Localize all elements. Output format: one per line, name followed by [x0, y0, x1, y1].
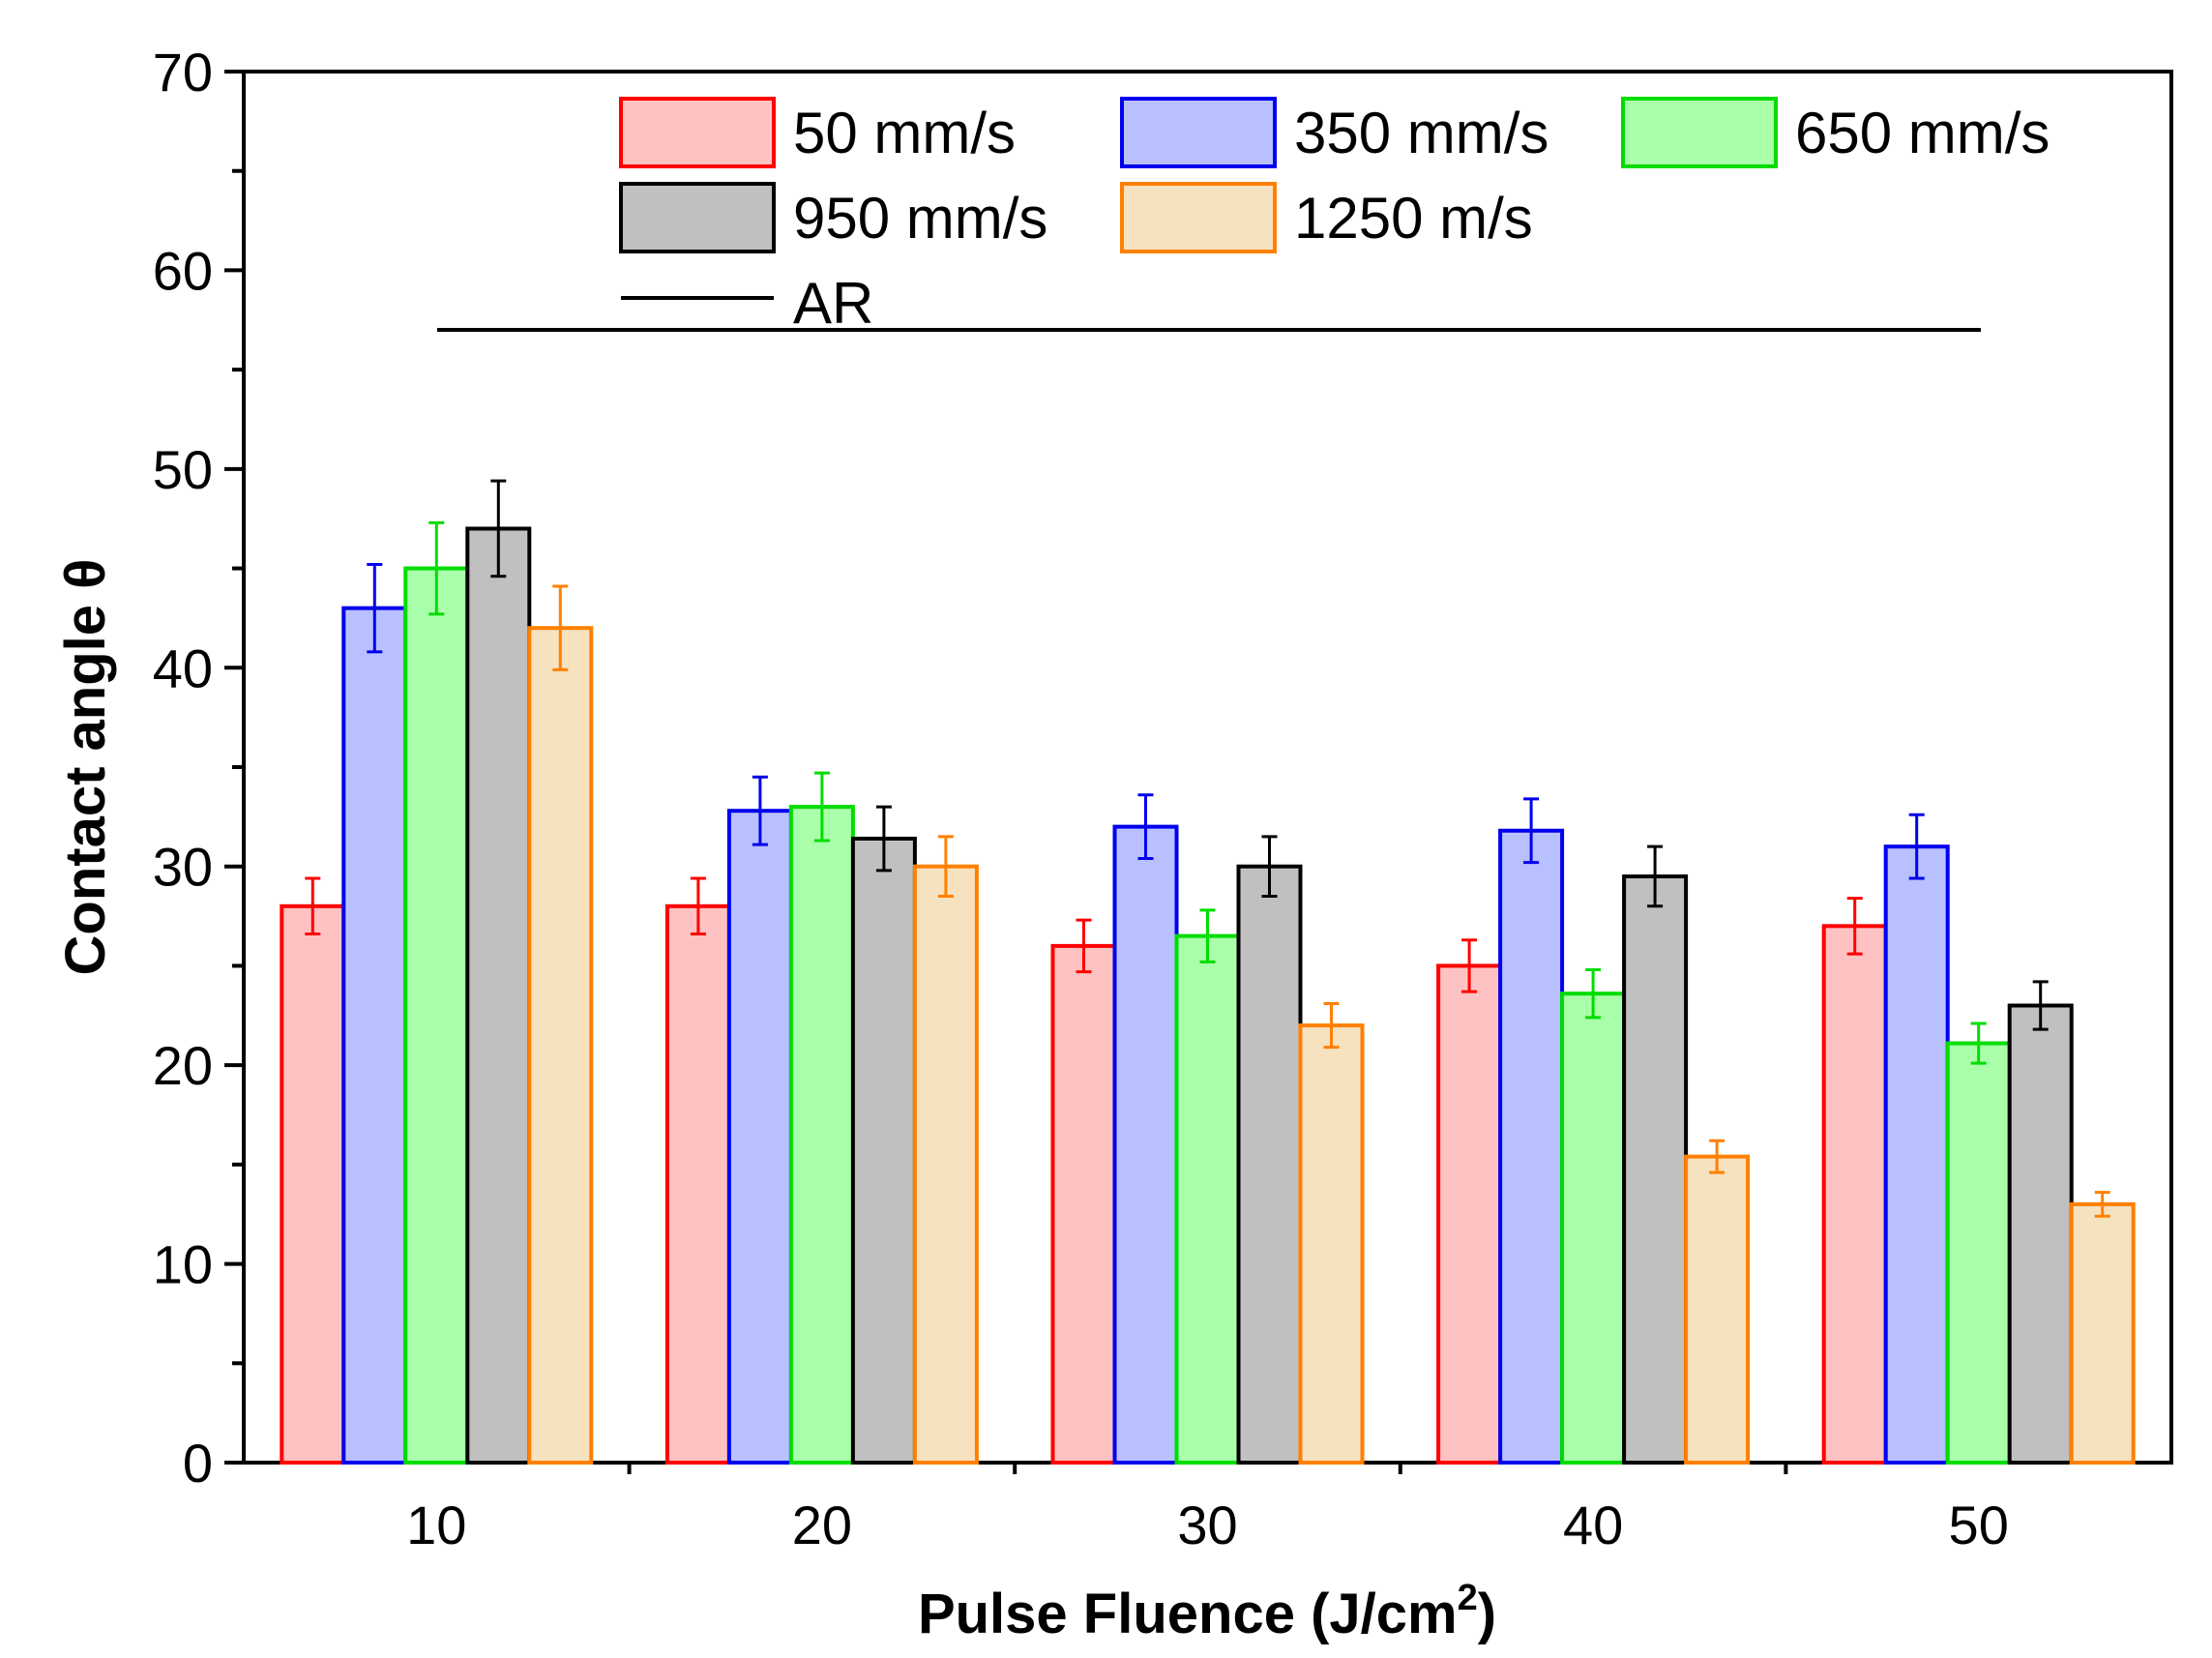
bar-2-50 [1883, 844, 1950, 1465]
error-bar-2-50 [1908, 813, 1925, 880]
x-tick-label: 20 [792, 1495, 852, 1555]
bar-1-20 [664, 903, 731, 1465]
legend-swatch-3 [1621, 97, 1778, 168]
y-tick-label: 10 [153, 1234, 213, 1295]
x-axis-title: Pulse Fluence (J/cm2) [918, 1578, 1496, 1645]
y-tick-label: 30 [153, 837, 213, 898]
legend-swatch-1 [619, 97, 776, 168]
y-tick-label: 0 [183, 1433, 213, 1494]
error-bar-4-20 [875, 805, 892, 873]
y-tick-label: 60 [153, 240, 213, 301]
x-tick-label: 10 [406, 1495, 466, 1555]
y-axis-title: Contact angle θ [54, 559, 117, 976]
error-bar-1-30 [1076, 918, 1092, 974]
legend-label-3: 650 mm/s [1795, 101, 2050, 165]
bar-2-20 [726, 809, 793, 1465]
x-tick-label: 40 [1563, 1495, 1623, 1555]
error-bar-5-20 [937, 835, 954, 899]
error-bar-5-10 [552, 584, 569, 671]
legend-swatch-4 [619, 182, 776, 253]
error-bar-4-40 [1647, 844, 1664, 908]
bar-5-10 [527, 626, 594, 1465]
bar-2-10 [341, 606, 408, 1465]
bar-1-50 [1821, 924, 1888, 1465]
bar-2-40 [1498, 828, 1565, 1465]
x-tick-label: 30 [1177, 1495, 1237, 1555]
x-axis-title-close: ) [1478, 1583, 1496, 1645]
legend-label-1: 50 mm/s [793, 101, 1016, 165]
error-bar-3-30 [1199, 908, 1216, 963]
error-bar-1-20 [690, 876, 706, 936]
x-tick-label: 50 [1949, 1495, 2009, 1555]
y-tick-label: 40 [153, 637, 213, 698]
error-bar-2-10 [367, 562, 383, 654]
error-bar-5-50 [2094, 1191, 2110, 1218]
bar-1-30 [1050, 943, 1117, 1465]
bar-5-40 [1684, 1154, 1751, 1465]
bar-3-20 [788, 805, 855, 1465]
bar-4-20 [850, 836, 917, 1465]
bar-4-50 [2007, 1003, 2074, 1465]
error-bar-3-40 [1585, 968, 1602, 1020]
bar-5-50 [2069, 1201, 2136, 1465]
y-tick-label: 50 [153, 439, 213, 500]
bar-4-40 [1622, 873, 1689, 1465]
bar-5-20 [912, 864, 979, 1465]
error-bar-4-50 [2032, 980, 2049, 1031]
bar-1-10 [280, 903, 346, 1465]
bar-5-30 [1298, 1023, 1365, 1465]
error-bar-1-10 [305, 876, 321, 936]
bar-1-40 [1436, 963, 1503, 1465]
error-bar-2-40 [1523, 797, 1540, 865]
error-bar-5-40 [1709, 1139, 1725, 1174]
legend-swatch-5 [1120, 182, 1277, 253]
error-bar-3-50 [1970, 1021, 1987, 1065]
y-tick-label: 20 [153, 1035, 213, 1096]
legend-swatch-2 [1120, 97, 1277, 168]
error-bar-4-10 [490, 479, 507, 578]
bar-3-10 [403, 566, 470, 1465]
bar-3-30 [1174, 933, 1241, 1465]
error-bar-1-50 [1846, 897, 1863, 956]
y-tick-label: 70 [153, 42, 213, 103]
error-bar-3-10 [428, 520, 445, 616]
x-axis-title-main: Pulse Fluence (J/cm [918, 1583, 1458, 1645]
error-bar-5-30 [1323, 1001, 1340, 1050]
bar-4-30 [1236, 864, 1303, 1465]
legend-label-2: 350 mm/s [1294, 101, 1548, 165]
bar-3-40 [1560, 992, 1627, 1466]
legend-label-ar: AR [793, 271, 873, 336]
legend-label-5: 1250 m/s [1294, 186, 1533, 251]
error-bar-1-40 [1461, 938, 1478, 993]
error-bar-3-20 [813, 771, 830, 843]
error-bar-2-20 [752, 775, 768, 846]
bar-3-50 [1945, 1041, 2012, 1465]
x-axis-title-sup: 2 [1458, 1578, 1478, 1618]
bar-4-10 [465, 526, 532, 1465]
error-bar-4-30 [1261, 835, 1278, 899]
bar-2-30 [1112, 824, 1179, 1465]
legend-label-4: 950 mm/s [793, 186, 1047, 251]
error-bar-2-30 [1137, 793, 1154, 860]
